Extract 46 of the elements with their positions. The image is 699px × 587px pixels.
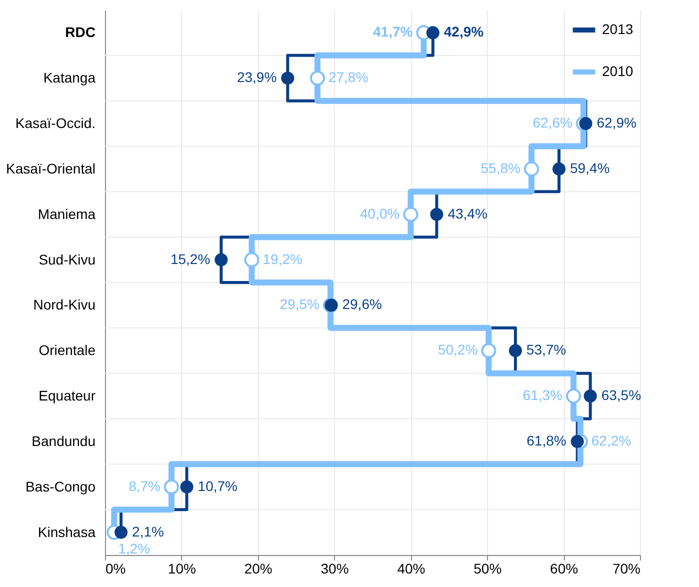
y-tick-label: Kinshasa bbox=[38, 524, 96, 540]
data-label: 42,9% bbox=[444, 24, 484, 40]
data-label: 19,2% bbox=[262, 250, 302, 267]
data-label: 62,9% bbox=[596, 114, 636, 131]
data-label: 23,9% bbox=[236, 69, 277, 86]
legend-label: 2010 bbox=[602, 63, 634, 79]
data-label: 2,1% bbox=[132, 523, 164, 540]
data-label: 27,8% bbox=[328, 69, 368, 86]
x-tick-label: 30% bbox=[320, 560, 349, 576]
data-label: 41,7% bbox=[373, 24, 414, 40]
x-tick-label: 70% bbox=[612, 560, 640, 576]
data-label: 8,7% bbox=[128, 478, 160, 494]
x-tick-label: 0% bbox=[106, 560, 126, 576]
data-label: 62,2% bbox=[591, 432, 632, 448]
x-tick-label: 10% bbox=[168, 560, 196, 576]
y-tick-label: RDC bbox=[65, 24, 96, 40]
y-tick-label: Katanga bbox=[43, 70, 96, 86]
data-label: 61,8% bbox=[526, 432, 566, 448]
y-tick-label: Orientale bbox=[38, 342, 96, 358]
x-tick-label: 20% bbox=[244, 560, 272, 576]
data-label: 61,3% bbox=[522, 387, 563, 404]
x-tick-label: 60% bbox=[550, 560, 578, 576]
data-label: 55,8% bbox=[480, 160, 520, 176]
data-label: 15,2% bbox=[170, 250, 210, 267]
y-tick-label: Kasaï-Oriental bbox=[6, 160, 96, 176]
y-tick-label: Nord-Kivu bbox=[33, 296, 96, 313]
y-tick-label: Bas-Congo bbox=[25, 478, 96, 494]
y-tick-label: Equateur bbox=[38, 388, 96, 404]
data-label: 53,7% bbox=[526, 342, 566, 358]
x-tick-label: 40% bbox=[397, 560, 426, 576]
data-label: 62,6% bbox=[532, 114, 572, 131]
y-tick-label: Maniema bbox=[38, 206, 96, 222]
data-label: 40,0% bbox=[360, 205, 400, 222]
y-tick-label: Kasaï-Occid. bbox=[15, 115, 96, 132]
data-label: 59,4% bbox=[570, 160, 610, 176]
data-label: 29,6% bbox=[342, 296, 382, 312]
data-label: 29,5% bbox=[280, 296, 320, 312]
data-label: 63,5% bbox=[601, 387, 642, 404]
data-label: 43,4% bbox=[448, 205, 488, 222]
data-label: 1,2% bbox=[118, 540, 150, 556]
legend-label: 2013 bbox=[602, 21, 634, 37]
data-label: 10,7% bbox=[198, 478, 238, 494]
y-tick-label: Sud-Kivu bbox=[38, 251, 96, 268]
y-tick-label: Bandundu bbox=[32, 432, 96, 449]
x-tick-label: 50% bbox=[474, 560, 502, 576]
data-label: 50,2% bbox=[438, 342, 478, 358]
